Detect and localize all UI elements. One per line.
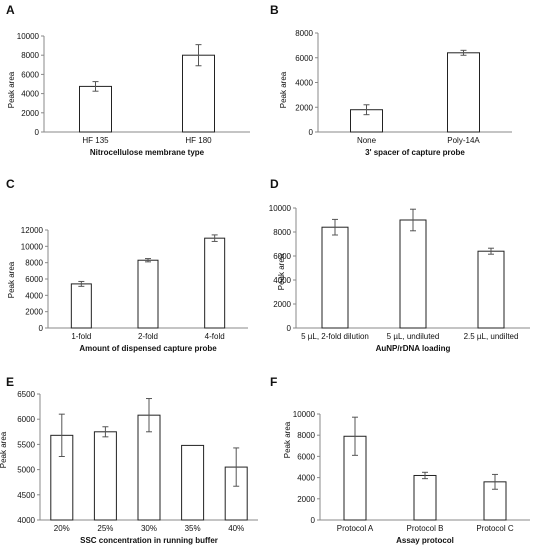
y-tick-label: 8000 <box>25 259 43 268</box>
y-tick-label: 10000 <box>293 410 316 419</box>
y-tick-label: 6000 <box>273 252 291 261</box>
x-tick-label: 40% <box>228 524 244 533</box>
y-tick-label: 0 <box>309 128 314 137</box>
x-tick-label: 4-fold <box>205 332 225 341</box>
y-tick-label: 4000 <box>17 516 35 525</box>
y-tick-label: 5500 <box>17 440 35 449</box>
y-tick-label: 8000 <box>21 51 39 60</box>
y-tick-label: 8000 <box>297 431 315 440</box>
x-tick-label: None <box>357 136 377 145</box>
y-axis-label: Peak area <box>7 71 16 108</box>
y-tick-label: 0 <box>39 324 44 333</box>
bar <box>204 237 226 329</box>
panel-letter: D <box>270 177 279 191</box>
bar <box>399 219 427 329</box>
bar <box>447 52 480 133</box>
panel-letter: A <box>6 3 15 17</box>
y-axis-label: Peak area <box>0 431 8 468</box>
panel-letter: B <box>270 3 279 17</box>
bar <box>413 474 437 521</box>
x-tick-label: HF 180 <box>185 136 212 145</box>
y-tick-label: 10000 <box>269 204 292 213</box>
x-axis-label: SSC concentration in running buffer <box>80 536 218 545</box>
y-tick-label: 4000 <box>297 474 315 483</box>
y-tick-label: 2000 <box>295 103 313 112</box>
x-tick-label: 20% <box>54 524 70 533</box>
y-tick-label: 0 <box>35 128 40 137</box>
y-axis-label: Peak area <box>279 71 288 108</box>
x-axis-label: Amount of dispensed capture probe <box>79 344 217 353</box>
x-tick-label: HF 135 <box>82 136 109 145</box>
x-tick-label: 30% <box>141 524 157 533</box>
y-tick-label: 6500 <box>17 390 35 399</box>
y-tick-label: 6000 <box>21 70 39 79</box>
y-tick-label: 2000 <box>21 109 39 118</box>
bar <box>477 250 505 329</box>
x-tick-label: 5 µL, 2-fold dilution <box>301 332 369 341</box>
panel-letter: C <box>6 177 15 191</box>
y-axis-label: Peak area <box>277 253 286 290</box>
panel-letter: F <box>270 375 277 389</box>
x-axis-label: Assay protocol <box>396 536 454 545</box>
x-tick-label: Protocol A <box>337 524 374 533</box>
bar <box>93 431 117 521</box>
x-axis-label: 3' spacer of capture probe <box>365 148 465 157</box>
panel-letter: E <box>6 375 14 389</box>
bar <box>321 226 349 329</box>
y-axis-label: Peak area <box>7 261 16 298</box>
y-tick-label: 2000 <box>297 495 315 504</box>
x-tick-label: 1-fold <box>71 332 91 341</box>
y-tick-label: 6000 <box>17 415 35 424</box>
x-tick-label: 2.5 µL, undilted <box>464 332 519 341</box>
y-tick-label: 12000 <box>21 226 44 235</box>
y-tick-label: 6000 <box>297 452 315 461</box>
y-tick-label: 2000 <box>25 308 43 317</box>
bar <box>79 85 112 133</box>
y-tick-label: 10000 <box>21 242 44 251</box>
y-tick-label: 4000 <box>21 90 39 99</box>
y-tick-label: 0 <box>311 516 316 525</box>
x-tick-label: Protocol B <box>407 524 444 533</box>
y-tick-label: 8000 <box>273 228 291 237</box>
y-axis-label: Peak area <box>283 421 292 458</box>
y-tick-label: 4000 <box>295 79 313 88</box>
y-tick-label: 6000 <box>25 275 43 284</box>
y-tick-label: 2000 <box>273 300 291 309</box>
x-tick-label: Poly-14A <box>447 136 480 145</box>
y-tick-label: 0 <box>287 324 292 333</box>
x-axis-label: AuNP/rDNA loading <box>376 344 451 353</box>
y-tick-label: 8000 <box>295 29 313 38</box>
y-tick-label: 4500 <box>17 491 35 500</box>
bar <box>181 444 205 521</box>
bar <box>137 259 159 329</box>
y-tick-label: 4000 <box>273 276 291 285</box>
x-tick-label: 5 µL, undiluted <box>387 332 440 341</box>
bar <box>70 283 92 329</box>
y-tick-label: 6000 <box>295 54 313 63</box>
y-tick-label: 10000 <box>17 32 40 41</box>
x-tick-label: 35% <box>185 524 201 533</box>
y-tick-label: 4000 <box>25 291 43 300</box>
x-tick-label: Protocol C <box>476 524 514 533</box>
x-tick-label: 25% <box>97 524 113 533</box>
x-axis-label: Nitrocellulose membrane type <box>90 148 205 157</box>
x-tick-label: 2-fold <box>138 332 158 341</box>
y-tick-label: 5000 <box>17 466 35 475</box>
bar <box>182 54 215 133</box>
